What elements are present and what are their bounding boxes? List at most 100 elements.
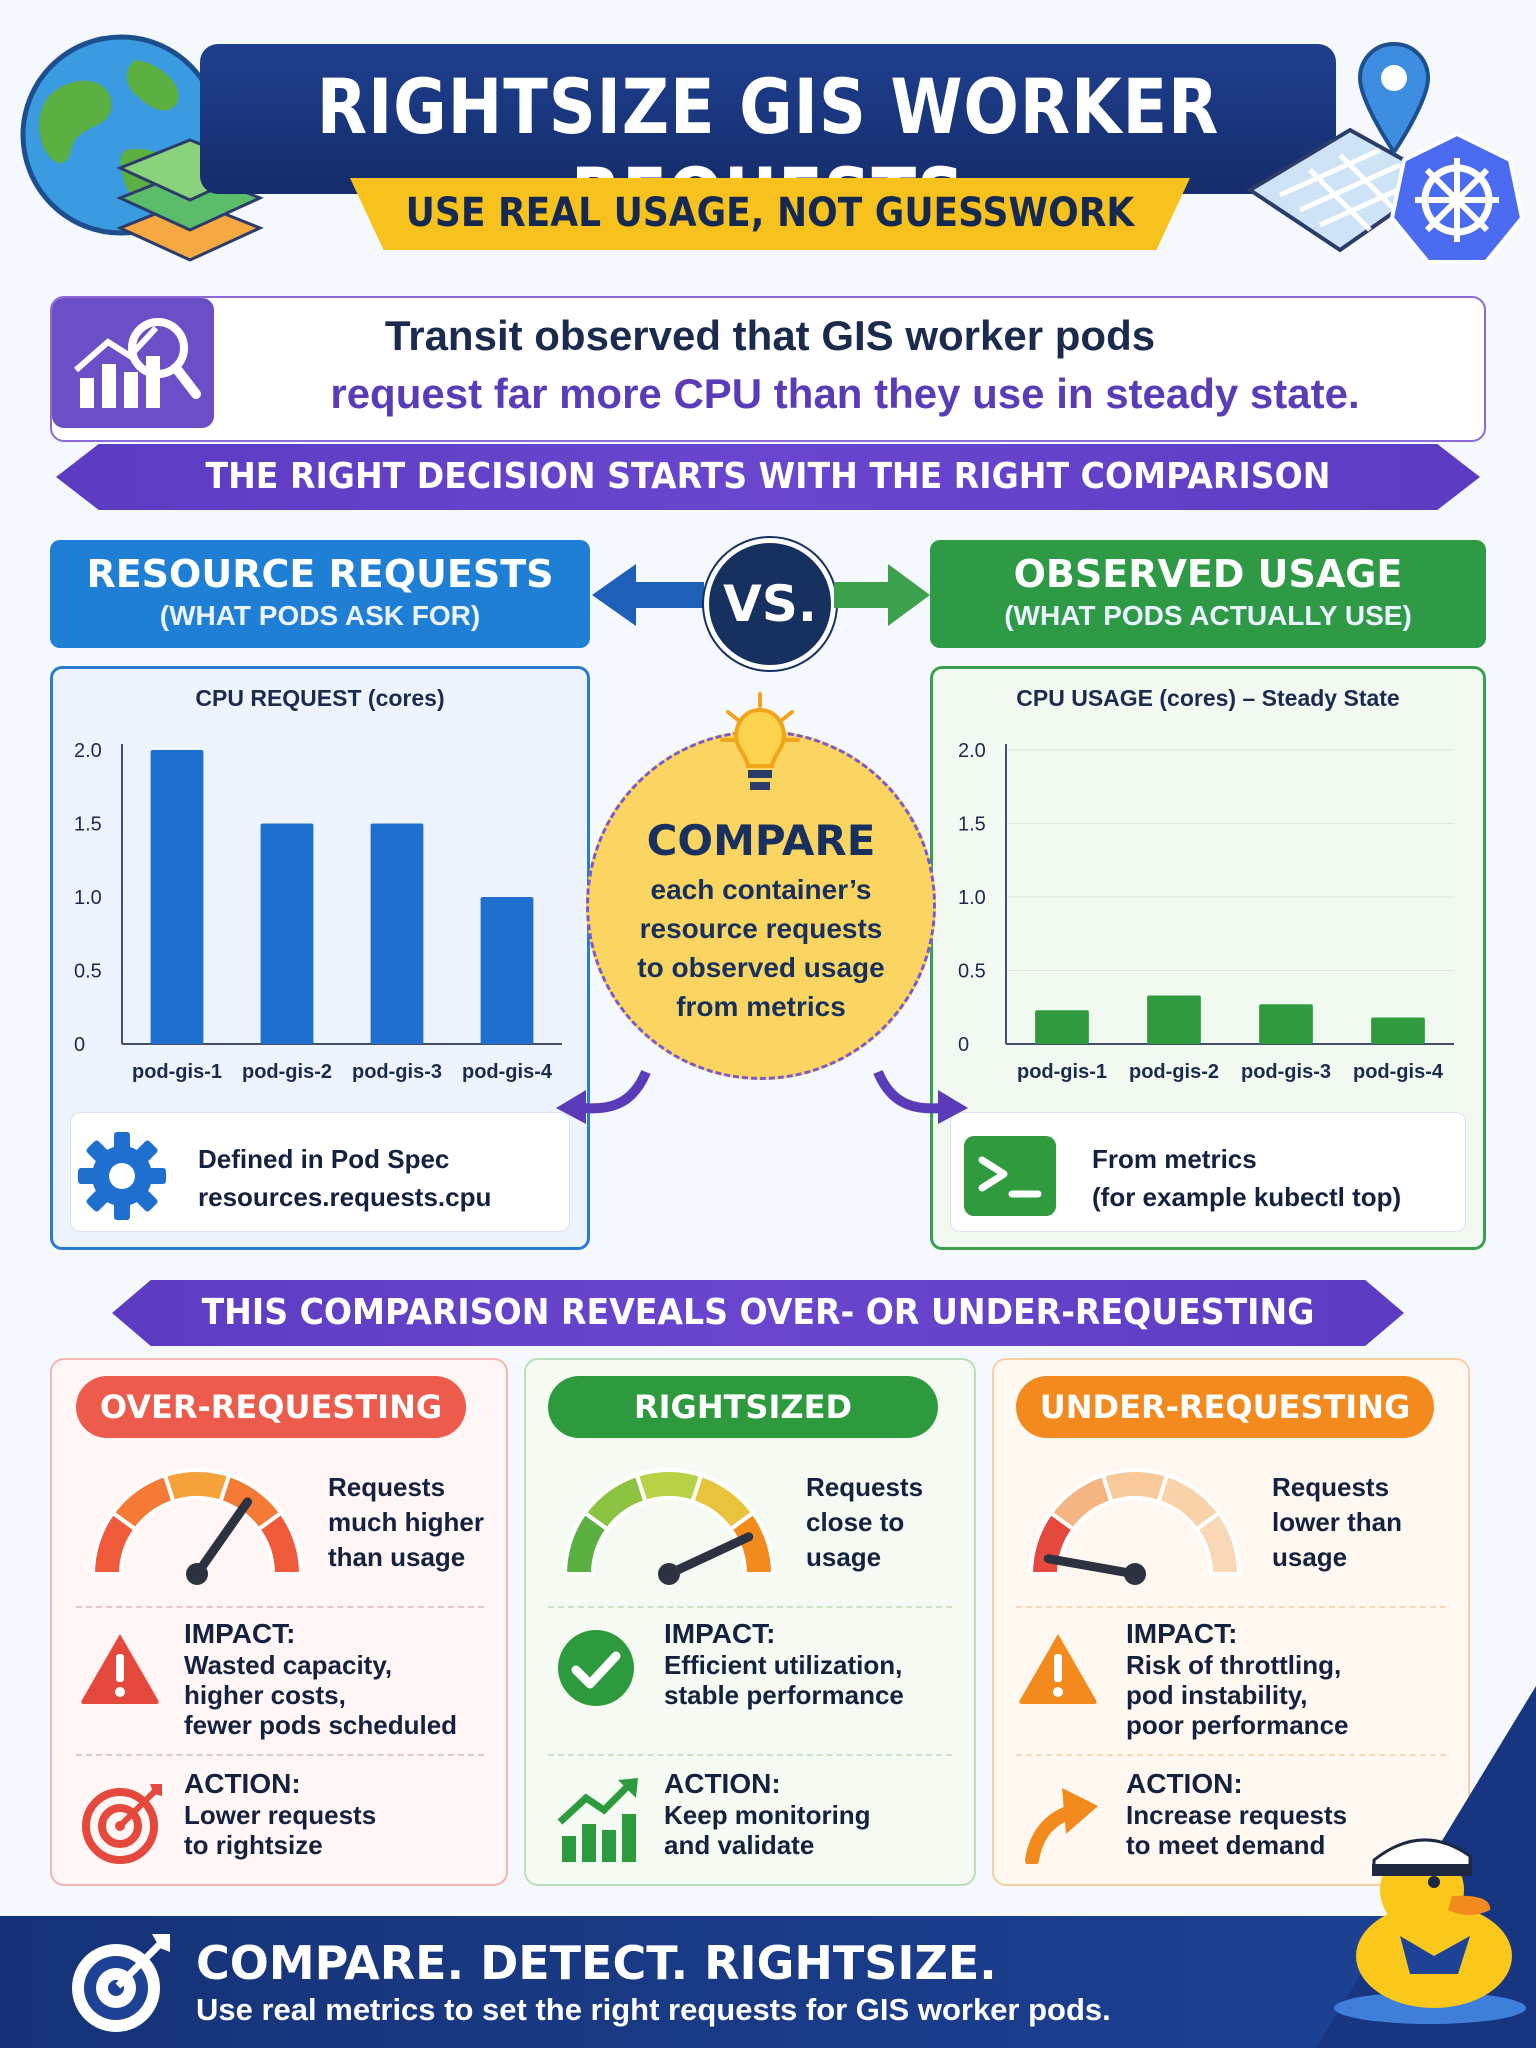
- map-pin-icon: [1356, 40, 1432, 160]
- gauge-icon: [1028, 1468, 1242, 1585]
- target-icon: [80, 1780, 164, 1864]
- arrow-up-icon: [1022, 1780, 1102, 1867]
- gauge-icon: [562, 1468, 776, 1585]
- x-tick-label: pod-gis-1: [1017, 1061, 1107, 1083]
- gauge-segment: [1048, 1472, 1115, 1533]
- impact-line: Risk of throttling,: [1126, 1650, 1342, 1680]
- over-action: ACTION: Lower requests to rightsize: [184, 1768, 376, 1860]
- x-tick-label: pod-gis-3: [352, 1061, 442, 1083]
- bar-pod-gis-4: [480, 897, 534, 1044]
- divider: [1016, 1606, 1446, 1608]
- gauge-segment: [255, 1510, 304, 1576]
- gauge-segment: [110, 1472, 177, 1533]
- compare-line-2: resource requests: [639, 913, 883, 944]
- page-subtitle: USE REAL USAGE, NOT GUESSWORK: [405, 190, 1135, 236]
- requests-info-line-2: resources.requests.cpu: [198, 1182, 492, 1212]
- bar-pod-gis-1: [1035, 1010, 1089, 1044]
- footer-subtitle: Use real metrics to set the right reques…: [196, 1992, 1111, 2027]
- rightsized-impact: IMPACT: Efficient utilization, stable pe…: [664, 1618, 904, 1710]
- impact-line: Wasted capacity,: [184, 1650, 393, 1680]
- compare-line-3: to observed usage: [637, 952, 885, 983]
- gauge-needle: [1043, 1554, 1140, 1579]
- under-desc-line: Requests: [1272, 1472, 1390, 1502]
- rightsized-action: ACTION: Keep monitoring and validate: [664, 1768, 871, 1860]
- gauge-hub: [658, 1563, 680, 1585]
- usage-header: OBSERVED USAGE (WHAT PODS ACTUALLY USE): [930, 540, 1486, 648]
- requests-chart: CPU REQUEST (cores) 2.0 1.5 1.0 0.5 0 pod-gis-…: [74, 685, 562, 1083]
- banner-bottom: [112, 1280, 1404, 1346]
- subtitle-ribbon: [350, 178, 1190, 250]
- usage-title: OBSERVED USAGE: [1013, 552, 1403, 596]
- warning-icon: [78, 1630, 162, 1706]
- header-bar: [200, 44, 1336, 194]
- x-tick-label: pod-gis-1: [132, 1061, 222, 1083]
- over-desc: Requests much higher than usage: [328, 1470, 484, 1575]
- under-desc-line: lower than: [1272, 1507, 1403, 1537]
- impact-line: poor performance: [1126, 1710, 1349, 1740]
- over-desc-line: than usage: [328, 1542, 466, 1572]
- y-tick-label: 0.5: [958, 961, 986, 983]
- y-tick-label: 1.0: [958, 887, 986, 909]
- y-tick-label: 1.5: [74, 814, 102, 836]
- requests-title: RESOURCE REQUESTS: [86, 552, 554, 596]
- compare-line-1: each container’s: [650, 874, 872, 905]
- curved-arrow-right-icon: [868, 1066, 972, 1126]
- impact-line: Efficient utilization,: [664, 1650, 903, 1680]
- warning-icon: [1016, 1630, 1100, 1706]
- impact-line: fewer pods scheduled: [184, 1710, 458, 1740]
- action-line: and validate: [664, 1830, 815, 1860]
- banner-bottom-text: THIS COMPARISON REVEALS OVER- OR UNDER-R…: [201, 1292, 1315, 1333]
- bar-pod-gis-2: [260, 823, 314, 1044]
- bar-pod-gis-2: [1147, 995, 1201, 1044]
- check-icon: [556, 1628, 636, 1708]
- bar-pod-gis-1: [150, 750, 204, 1044]
- over-requesting-card: [50, 1358, 508, 1886]
- gauge-hub: [186, 1563, 208, 1585]
- requests-info-line-1: Defined in Pod Spec: [198, 1144, 450, 1174]
- under-impact: IMPACT: Risk of throttling, pod instabil…: [1126, 1618, 1349, 1740]
- x-tick-label: pod-gis-3: [1241, 1061, 1331, 1083]
- rightsized-desc-line: close to: [806, 1507, 905, 1537]
- rightsized-desc-line: usage: [806, 1542, 882, 1572]
- y-tick-label: 1.5: [958, 814, 986, 836]
- gauge-icon: [90, 1468, 304, 1585]
- duck-mascot-icon: [1330, 1786, 1530, 2026]
- bar-pod-gis-3: [1259, 1004, 1313, 1044]
- bar-pod-gis-3: [370, 823, 424, 1044]
- y-tick-label: 1.0: [74, 887, 102, 909]
- gauge-segment: [162, 1468, 232, 1505]
- action-line: to rightsize: [184, 1830, 323, 1860]
- intro-box: [50, 296, 1486, 442]
- over-desc-line: much higher: [328, 1507, 485, 1537]
- y-tick-label: 0: [74, 1034, 85, 1056]
- x-tick-label: pod-gis-4: [1353, 1061, 1444, 1083]
- chart-title: CPU USAGE (cores) – Steady State: [1016, 685, 1399, 711]
- gauge-needle: [664, 1532, 754, 1579]
- lightbulb-icon: [720, 692, 800, 802]
- action-label: ACTION:: [184, 1768, 301, 1799]
- chart-title: CPU REQUEST (cores): [195, 685, 444, 711]
- requests-subtitle: (WHAT PODS ASK FOR): [159, 600, 481, 631]
- rightsized-desc-line: Requests: [806, 1472, 924, 1502]
- gauge-segment: [1100, 1468, 1170, 1505]
- divider: [76, 1754, 484, 1756]
- gauge-segment: [582, 1472, 649, 1533]
- usage-subtitle: (WHAT PODS ACTUALLY USE): [1004, 600, 1412, 631]
- intro-line-2: request far more CPU than they use in st…: [330, 370, 1360, 417]
- impact-label: IMPACT:: [664, 1618, 776, 1649]
- compare-title: COMPARE: [646, 816, 876, 865]
- analytics-magnifier-icon: [52, 298, 214, 428]
- x-tick-label: pod-gis-4: [462, 1061, 553, 1083]
- kubernetes-helm-icon: [1388, 130, 1526, 268]
- under-requesting-label: UNDER-REQUESTING: [1016, 1376, 1434, 1438]
- terminal-icon: [962, 1134, 1058, 1218]
- action-label: ACTION:: [1126, 1768, 1243, 1799]
- gauge-hub: [1124, 1563, 1146, 1585]
- requests-header: RESOURCE REQUESTS (WHAT PODS ASK FOR): [50, 540, 590, 648]
- bar-pod-gis-4: [1371, 1017, 1425, 1044]
- under-action: ACTION: Increase requests to meet demand: [1126, 1768, 1347, 1860]
- compare-line-4: from metrics: [676, 991, 846, 1022]
- target-icon: [64, 1930, 174, 2040]
- banner-top-text: THE RIGHT DECISION STARTS WITH THE RIGHT…: [205, 456, 1331, 497]
- under-desc-line: usage: [1272, 1542, 1348, 1572]
